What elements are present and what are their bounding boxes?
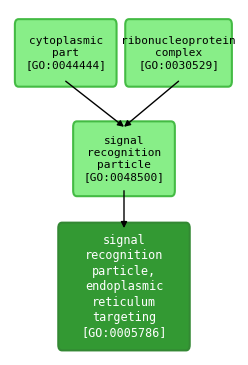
Text: cytoplasmic
part
[GO:0044444]: cytoplasmic part [GO:0044444] (25, 36, 106, 70)
Text: ribonucleoprotein
complex
[GO:0030529]: ribonucleoprotein complex [GO:0030529] (121, 36, 236, 70)
FancyBboxPatch shape (73, 122, 175, 196)
FancyBboxPatch shape (15, 19, 117, 87)
FancyBboxPatch shape (58, 223, 190, 350)
FancyBboxPatch shape (125, 19, 232, 87)
Text: signal
recognition
particle
[GO:0048500]: signal recognition particle [GO:0048500] (84, 136, 164, 182)
Text: signal
recognition
particle,
endoplasmic
reticulum
targeting
[GO:0005786]: signal recognition particle, endoplasmic… (81, 234, 167, 339)
